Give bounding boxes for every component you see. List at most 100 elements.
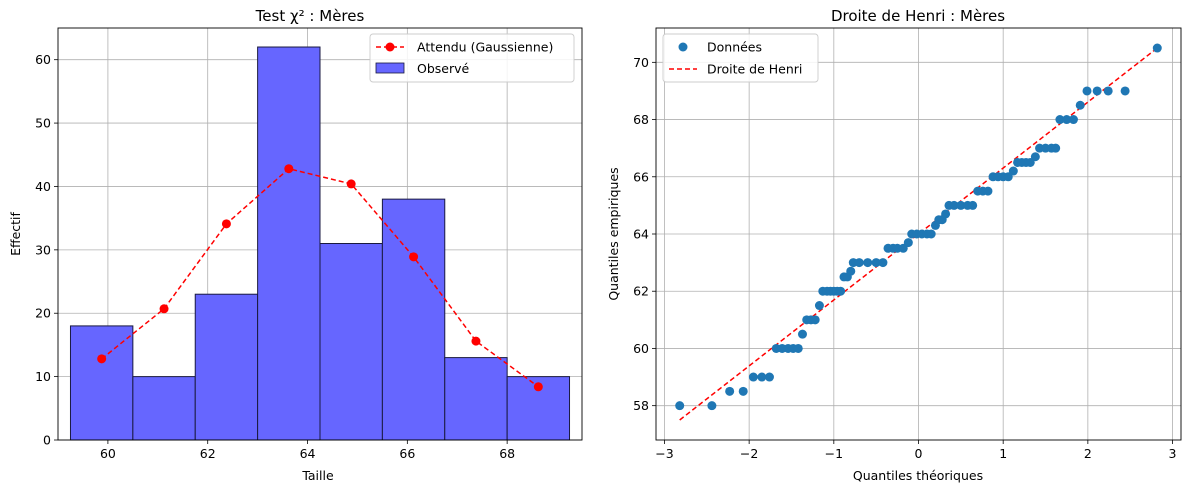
x-axis-label: Quantiles théoriques <box>853 468 983 483</box>
legend-box <box>662 33 819 83</box>
expected-point <box>533 382 543 392</box>
y-tick-label: 30 <box>35 242 51 257</box>
data-point <box>1051 143 1061 153</box>
x-tick-label: 0 <box>915 446 923 461</box>
data-point <box>871 258 881 268</box>
expected-point <box>409 252 419 262</box>
data-point <box>863 258 873 268</box>
plot-frame <box>57 27 583 441</box>
histogram-bar <box>444 357 508 441</box>
ticks: −3 −2 −1 0 1 2 3 58 60 62 64 66 68 70 <box>633 55 1176 461</box>
legend-expected-marker <box>385 42 395 52</box>
histogram-bar <box>69 325 134 441</box>
data-point <box>1062 115 1072 125</box>
henry-line-segment <box>679 47 1158 421</box>
data-point <box>1030 152 1040 162</box>
x-tick-label: 64 <box>300 446 316 461</box>
x-tick-label: 1 <box>999 446 1007 461</box>
data-point <box>836 286 846 296</box>
ticks: 60 62 64 66 68 0 10 20 30 40 50 60 <box>35 52 515 461</box>
expected-point <box>97 354 107 364</box>
x-tick-label: 68 <box>499 446 515 461</box>
data-point <box>764 372 774 382</box>
expected-point <box>471 336 481 346</box>
legend-observed-swatch <box>375 62 405 74</box>
chart-title: Test χ² : Mères <box>255 7 365 25</box>
histogram-bar <box>132 376 196 441</box>
data-point <box>675 401 685 411</box>
legend: Données Droite de Henri <box>662 33 819 83</box>
y-tick-label: 0 <box>43 433 51 448</box>
legend-box <box>369 33 575 83</box>
x-tick-label: 66 <box>399 446 415 461</box>
data-point <box>1075 100 1085 110</box>
y-tick-label: 20 <box>35 306 51 321</box>
legend-points-label: Données <box>707 40 762 55</box>
histogram-bar <box>319 243 383 441</box>
data-point <box>1055 115 1065 125</box>
x-tick-label: 3 <box>1169 446 1177 461</box>
expected-point <box>159 304 169 314</box>
data-point <box>903 238 913 248</box>
legend-points-marker <box>678 42 688 52</box>
y-tick-label: 70 <box>633 55 649 70</box>
legend-line-label: Droite de Henri <box>707 62 802 77</box>
x-tick-label: 62 <box>200 446 216 461</box>
legend: Attendu (Gaussienne) Observé <box>369 33 575 83</box>
data-point <box>926 229 936 239</box>
y-tick-label: 40 <box>35 179 51 194</box>
y-tick-label: 62 <box>633 284 649 299</box>
expected-point <box>346 179 356 189</box>
data-point <box>1008 166 1018 176</box>
data-point <box>1120 86 1130 96</box>
x-tick-label: −3 <box>655 446 673 461</box>
data-point <box>725 386 735 396</box>
y-tick-label: 10 <box>35 369 51 384</box>
x-tick-label: −1 <box>825 446 843 461</box>
data-point <box>949 200 959 210</box>
histogram-bar <box>381 198 446 441</box>
data-point <box>968 200 978 210</box>
data-point <box>707 401 717 411</box>
data-point <box>797 329 807 339</box>
data-point <box>793 343 803 353</box>
y-tick-label: 58 <box>633 398 649 413</box>
data-point <box>878 258 888 268</box>
chart-title: Droite de Henri : Mères <box>831 7 1005 25</box>
plot-frame <box>655 27 1182 441</box>
data-point <box>810 315 820 325</box>
data-point <box>956 200 966 210</box>
data-point <box>748 372 758 382</box>
expected-point <box>221 219 231 229</box>
data-point <box>1092 86 1102 96</box>
data-points <box>675 43 1162 411</box>
x-axis-label: Taille <box>301 468 334 483</box>
histogram-bar <box>194 293 259 441</box>
data-point <box>983 186 993 196</box>
data-point <box>941 209 951 219</box>
y-tick-label: 60 <box>35 52 51 67</box>
y-tick-label: 60 <box>633 341 649 356</box>
expected-series <box>97 164 543 392</box>
data-point <box>1082 86 1092 96</box>
henry-line <box>679 47 1158 421</box>
y-axis-label: Quantiles empiriques <box>606 167 621 300</box>
data-point <box>1103 86 1113 96</box>
data-point <box>757 372 767 382</box>
data-point <box>738 386 748 396</box>
expected-point <box>284 164 294 174</box>
data-point <box>814 301 824 311</box>
data-point <box>1152 43 1162 53</box>
y-axis-label: Effectif <box>8 211 23 255</box>
legend-expected-label: Attendu (Gaussienne) <box>417 40 553 55</box>
x-tick-label: 60 <box>100 446 116 461</box>
histogram-chart: Test χ² : Mères Taille Effectif 60 62 64 66… <box>8 7 583 483</box>
y-tick-label: 66 <box>633 169 649 184</box>
legend-observed-label: Observé <box>417 61 470 76</box>
x-tick-label: 2 <box>1084 446 1092 461</box>
expected-line <box>101 167 539 388</box>
y-tick-label: 64 <box>633 227 649 242</box>
bars <box>69 46 571 441</box>
y-tick-label: 50 <box>35 116 51 131</box>
data-point <box>846 266 856 276</box>
